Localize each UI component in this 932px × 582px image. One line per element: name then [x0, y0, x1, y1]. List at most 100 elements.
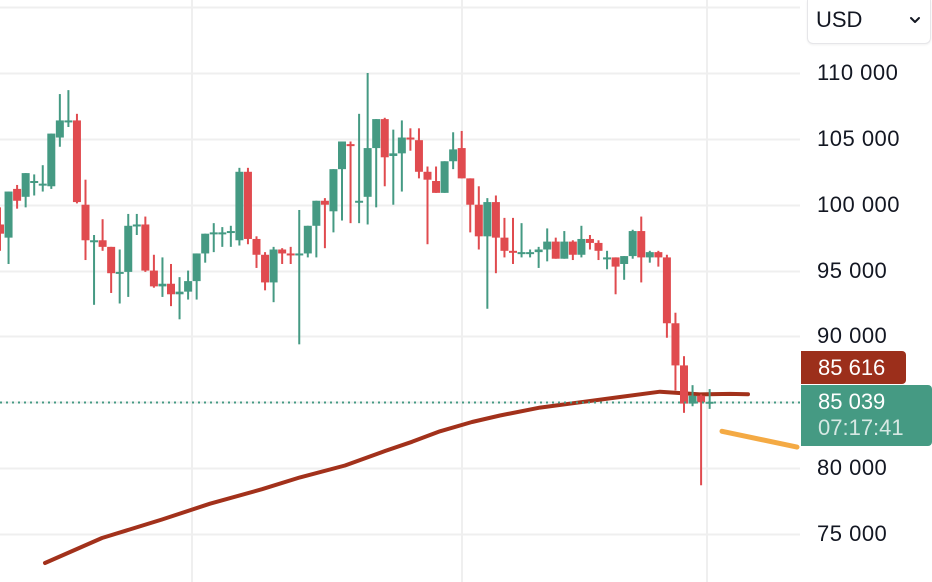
candle	[560, 231, 569, 259]
price-tick-label: 90 000	[817, 323, 888, 349]
candle	[149, 254, 158, 288]
candle	[64, 90, 73, 128]
candle	[175, 277, 184, 320]
candle	[568, 240, 577, 261]
price-tick-label: 80 000	[817, 455, 888, 481]
candle	[611, 257, 620, 295]
bar-countdown: 07:17:41	[818, 415, 904, 440]
candle	[406, 128, 415, 151]
candle	[98, 219, 107, 251]
candle	[209, 223, 218, 253]
candle	[397, 120, 406, 192]
candle	[286, 246, 295, 264]
candle	[509, 217, 517, 264]
candle	[688, 385, 697, 407]
last-price-badge: 85 039 07:17:41	[801, 385, 932, 446]
candle	[697, 394, 706, 486]
candle	[457, 130, 466, 179]
candle	[662, 254, 671, 338]
candle	[55, 94, 64, 147]
candle	[671, 312, 680, 391]
candle	[585, 235, 594, 250]
candle	[235, 167, 244, 246]
candle	[261, 252, 270, 291]
candles	[0, 73, 714, 486]
candle	[141, 216, 150, 272]
candle	[474, 186, 483, 250]
candle	[295, 209, 304, 345]
candle	[21, 173, 30, 208]
price-tick-label: 100 000	[817, 191, 901, 217]
projection-line	[719, 428, 800, 450]
candle	[491, 195, 500, 274]
candle	[158, 257, 167, 297]
price-axis[interactable]: 110 000 105 000 100 000 95 000 90 000 80 000 7…	[800, 0, 932, 582]
candle	[483, 198, 492, 309]
moving-average-badge: 85 616	[801, 351, 906, 384]
price-tick-label: 95 000	[817, 257, 888, 283]
candle	[440, 161, 449, 193]
candle	[167, 263, 175, 307]
candle	[372, 119, 381, 208]
candle	[320, 198, 329, 249]
candle	[500, 217, 509, 258]
currency-value: USD	[816, 7, 863, 32]
candle	[47, 133, 56, 189]
candle	[432, 166, 441, 193]
currency-select[interactable]: USD	[807, 0, 931, 44]
candle	[517, 223, 526, 258]
candle	[13, 184, 22, 209]
price-tick-label: 105 000	[817, 125, 901, 151]
candle	[338, 141, 346, 221]
candle	[81, 179, 90, 261]
candle	[603, 250, 612, 270]
candle	[355, 113, 364, 224]
candle	[551, 237, 560, 259]
candle	[252, 236, 261, 268]
price-tick-label: 110 000	[817, 60, 899, 85]
candle	[363, 73, 372, 225]
candle	[654, 250, 663, 267]
candle	[423, 166, 432, 245]
candle	[577, 225, 586, 258]
candle	[90, 235, 99, 305]
candle	[637, 216, 646, 283]
candle	[4, 191, 13, 264]
candle	[72, 113, 81, 204]
candle	[226, 225, 235, 247]
candle	[526, 249, 535, 258]
candle	[680, 356, 688, 413]
chevron-down-icon	[910, 17, 920, 23]
candle	[594, 240, 603, 261]
moving-average-line	[43, 389, 750, 565]
candle	[628, 229, 637, 259]
candle	[329, 169, 338, 233]
candle	[543, 228, 552, 262]
price-chart[interactable]	[0, 0, 800, 582]
chart-area[interactable]	[0, 0, 800, 582]
candle	[107, 246, 116, 293]
candle	[466, 178, 475, 233]
candle	[380, 117, 389, 187]
candle	[30, 174, 39, 196]
candle	[0, 207, 4, 251]
candle	[132, 213, 141, 236]
candle	[38, 165, 47, 192]
candle	[346, 141, 355, 224]
candle	[534, 246, 543, 268]
candle	[303, 225, 312, 258]
candle	[389, 129, 398, 205]
candle	[115, 249, 124, 304]
candle	[278, 248, 287, 264]
candle	[184, 270, 193, 300]
last-price-value: 85 039	[818, 389, 886, 414]
candle	[243, 167, 252, 245]
candle	[124, 213, 133, 297]
candle	[269, 246, 278, 303]
candle	[449, 132, 458, 170]
moving-average-value: 85 616	[818, 355, 886, 380]
candle	[192, 253, 201, 300]
candle	[218, 227, 227, 247]
candle	[620, 256, 629, 280]
candle	[201, 233, 210, 263]
